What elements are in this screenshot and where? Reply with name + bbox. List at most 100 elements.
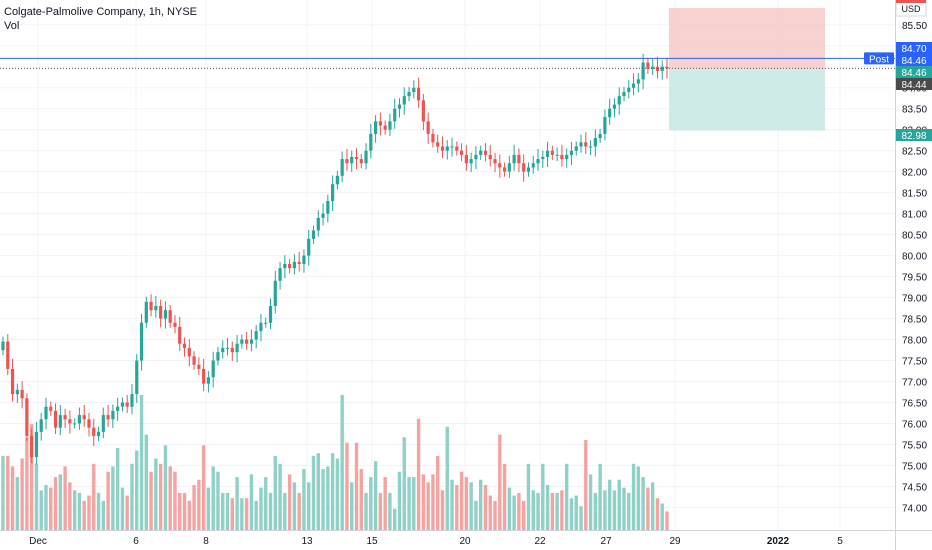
price-tick-label: 79.00 <box>902 294 927 305</box>
price-badge-background <box>896 42 932 54</box>
volume-bar <box>665 511 669 530</box>
volume-bar <box>555 492 559 530</box>
candle-body <box>101 415 105 432</box>
candle-body <box>584 142 588 147</box>
price-tick-label: 74.00 <box>902 503 927 514</box>
volume-bar <box>10 466 15 530</box>
volume-bar <box>230 498 234 530</box>
candle-body <box>316 217 320 231</box>
candle-body <box>641 62 645 80</box>
candle-body <box>388 121 392 130</box>
candle-body <box>120 402 125 407</box>
candle-body <box>378 121 382 126</box>
time-tick-label: Dec <box>29 536 47 547</box>
volume-bar <box>87 495 91 530</box>
candle-body <box>283 264 287 269</box>
volume-bar <box>96 492 101 530</box>
volume-bar <box>297 492 301 530</box>
candle-body <box>555 154 559 156</box>
candle-body <box>416 87 421 101</box>
price-tick-label: 75.00 <box>902 461 927 472</box>
candle-body <box>541 156 545 160</box>
candle-body <box>149 301 153 311</box>
price-tick-label: 85.50 <box>902 21 927 32</box>
price-axis[interactable]: 85.5085.0084.5084.0083.5083.0082.5082.00… <box>895 0 928 550</box>
volume-bar <box>373 461 378 530</box>
candle-body <box>455 146 459 151</box>
volume-bar <box>254 500 258 530</box>
candle-body <box>63 415 67 420</box>
candle-body <box>612 104 617 109</box>
volume-bar <box>598 463 602 530</box>
chart-legend[interactable]: Colgate-Palmolive Company, 1h, NYSE Vol <box>4 5 197 33</box>
volume-label: Vol <box>4 20 20 32</box>
time-axis[interactable]: Dec 6 8 13 15 20 22 27 29 2022 5 <box>0 530 932 548</box>
price-tick-label: 81.50 <box>902 189 927 200</box>
volume-bar <box>178 492 182 530</box>
volume-bar <box>135 450 139 530</box>
volume-bar <box>44 485 48 530</box>
volume-bar <box>354 442 359 530</box>
candle-body <box>393 108 397 122</box>
volume-bar <box>29 424 34 530</box>
volume-bar <box>369 477 373 530</box>
candle-body <box>34 431 39 458</box>
candle-body <box>483 150 488 155</box>
volume-bar <box>15 477 20 530</box>
symbol-title[interactable]: Colgate-Palmolive Company, 1h, NYSE <box>4 6 197 18</box>
volume-bar <box>292 482 297 530</box>
candle-body <box>407 91 411 97</box>
volume-bar <box>6 455 10 530</box>
volume-bar <box>192 485 196 530</box>
candle-body <box>96 431 101 437</box>
candle-body <box>187 347 191 357</box>
volume-bar <box>273 455 277 530</box>
candle-body <box>225 347 230 349</box>
take-profit-zone[interactable] <box>669 69 825 131</box>
candle-body <box>73 423 77 425</box>
volume-bar <box>421 474 426 530</box>
volume-bar <box>20 458 24 530</box>
candle-body <box>240 339 244 344</box>
candle-body <box>292 261 296 269</box>
candle-body <box>445 146 449 151</box>
volume-bar <box>378 492 383 530</box>
volume-bar <box>545 485 550 530</box>
volume-bar <box>244 498 249 530</box>
candle-body <box>536 159 540 164</box>
price-badge-label: 84.46 <box>901 56 926 67</box>
volume-bar <box>431 474 435 530</box>
volume-bar <box>125 495 129 530</box>
candle-body <box>340 159 344 176</box>
volume-bar <box>631 463 636 530</box>
volume-bar <box>393 508 397 530</box>
volume-bar <box>412 477 416 530</box>
candle-body <box>82 415 86 420</box>
candle-body <box>469 159 473 164</box>
candle-body <box>168 310 172 323</box>
volume-bar <box>330 453 335 530</box>
price-badge-background <box>896 78 932 90</box>
volume-bar <box>216 471 220 530</box>
candle-body <box>182 343 187 348</box>
volume-bar <box>53 477 58 530</box>
volume-bar <box>182 492 187 530</box>
volume-bar <box>149 471 153 530</box>
volume-bar <box>426 482 430 530</box>
volume-bar <box>550 492 555 530</box>
volume-bar <box>440 490 445 530</box>
candle-body <box>545 150 550 157</box>
candle-body <box>311 230 316 239</box>
candle-body <box>273 280 277 306</box>
volume-bar <box>488 495 492 530</box>
price-tick-label: 79.50 <box>902 273 927 284</box>
stop-loss-zone[interactable] <box>669 8 825 70</box>
candle-body <box>474 154 478 160</box>
candle-body <box>440 146 445 151</box>
volume-bar <box>603 490 607 530</box>
volume-bar <box>655 498 660 530</box>
volume-bar <box>111 466 115 530</box>
volume-bar <box>206 487 211 530</box>
currency-badge[interactable]: USD <box>895 0 927 17</box>
